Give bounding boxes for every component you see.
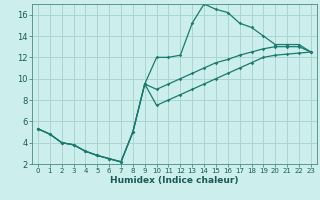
X-axis label: Humidex (Indice chaleur): Humidex (Indice chaleur)	[110, 176, 239, 185]
